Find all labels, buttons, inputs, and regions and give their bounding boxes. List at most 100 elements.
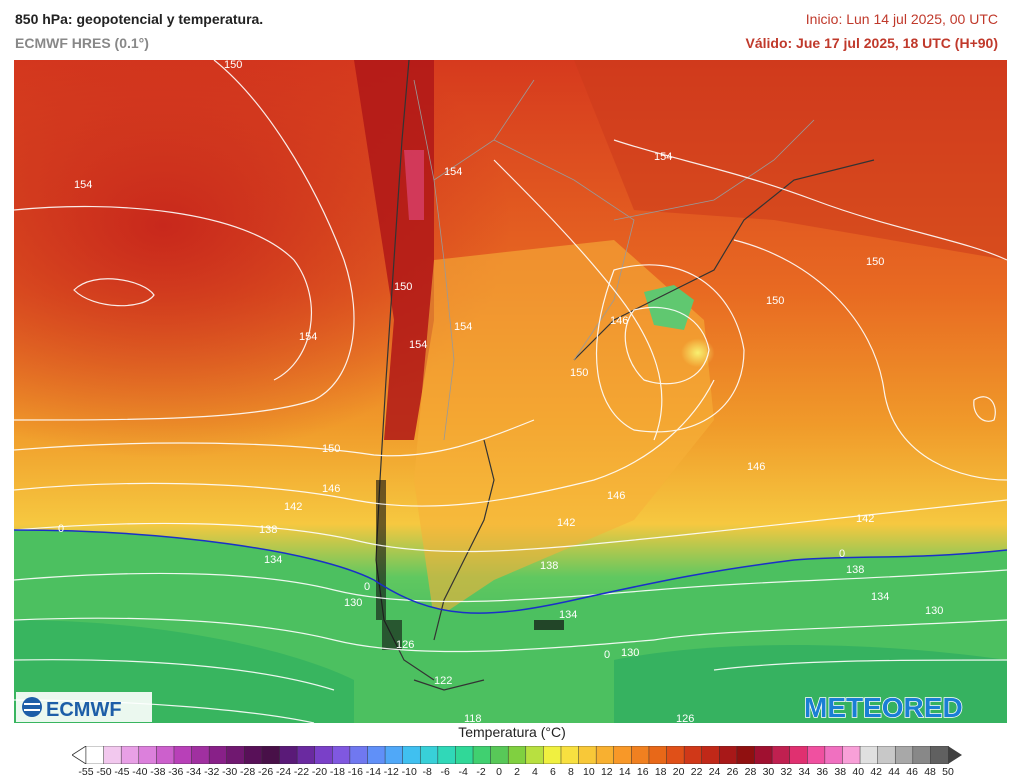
colorbar-tick-label: 44 — [888, 766, 900, 778]
colorbar-swatch — [367, 746, 386, 764]
colorbar-tick-label: 0 — [496, 766, 502, 778]
borders — [413, 79, 815, 441]
colorbar-tick-label: 8 — [567, 766, 574, 778]
colorbar-tick-label: 48 — [924, 766, 936, 778]
colorbar-swatch — [437, 746, 457, 764]
colorbar-swatch — [666, 746, 685, 764]
colorbar-swatch — [156, 746, 175, 764]
colorbar-tick-label: -8 — [422, 766, 432, 778]
colorbar-tick-label: -10 — [401, 766, 417, 778]
contour-label: 150 — [224, 60, 242, 71]
contour-label: 150 — [766, 295, 784, 307]
colorbar-swatch — [173, 746, 193, 764]
colorbar-tick-label: 24 — [708, 766, 721, 778]
contour-label: 146 — [322, 483, 340, 495]
colorbar-tick-label: -16 — [347, 766, 363, 778]
temperature-colorbar — [72, 746, 962, 764]
colorbar-swatch — [384, 746, 404, 764]
colorbar-swatch — [103, 746, 122, 764]
contour-label: 138 — [846, 564, 864, 576]
colorbar-tick-label: -20 — [311, 766, 328, 778]
colorbar-tick-label: 34 — [798, 766, 811, 778]
colorbar-tick-label: -22 — [293, 766, 310, 778]
isotherm-label: 0 — [364, 581, 370, 593]
contour-label: 130 — [344, 597, 362, 609]
colorbar-tick-label: 40 — [852, 766, 865, 778]
colorbar-tick-label: -2 — [476, 766, 486, 778]
colorbar-swatch — [595, 746, 615, 764]
ecmwf-logo: ECMWF — [16, 692, 152, 722]
colorbar-tick-label: 4 — [532, 766, 538, 778]
colorbar-tick-label: -40 — [132, 766, 148, 778]
colorbar-tick-label: 22 — [690, 766, 703, 778]
contour-label: 150 — [866, 256, 884, 268]
colorbar-tick-label: -6 — [440, 766, 450, 778]
colorbar-tick-label: 32 — [780, 766, 793, 778]
colorbar-swatch — [578, 746, 597, 764]
contour-label: 118 — [464, 713, 482, 723]
colorbar-swatch — [191, 746, 210, 764]
geopotential-contours — [14, 60, 1007, 723]
colorbar-swatch — [332, 746, 351, 764]
colorbar-tick-label: 18 — [654, 766, 667, 778]
colorbar-swatch — [85, 746, 105, 764]
colorbar-tick-label: 2 — [514, 766, 520, 778]
colorbar-swatch — [261, 746, 281, 764]
colorbar-swatch — [930, 746, 949, 764]
contour-label: 150 — [322, 443, 340, 455]
colorbar-swatch — [138, 746, 158, 764]
colorbar-swatch — [789, 746, 809, 764]
colorbar-tick-label: 50 — [942, 766, 954, 778]
contour-label: 154 — [454, 321, 472, 333]
colorbar-tick-label: 14 — [618, 766, 631, 778]
colorbar-swatch — [402, 746, 421, 764]
contour-label: 130 — [925, 605, 943, 617]
chile-archipelago — [376, 480, 564, 650]
colorbar-tick-label: 36 — [816, 766, 829, 778]
colorbar-swatch — [894, 746, 914, 764]
colorbar-tick-label: -30 — [222, 766, 238, 778]
contour-label: 150 — [394, 281, 412, 293]
colorbar-tick-label: 46 — [906, 766, 918, 778]
colorbar-swatch — [824, 746, 844, 764]
svg-text:ECMWF: ECMWF — [46, 699, 122, 721]
colorbar-tick-label: 16 — [636, 766, 649, 778]
colorbar-swatch — [419, 746, 439, 764]
colorbar-swatch — [560, 746, 580, 764]
colorbar-swatch — [736, 746, 756, 764]
contour-label: 122 — [434, 675, 452, 687]
colorbar-swatch — [244, 746, 263, 764]
contour-label: 146 — [607, 490, 625, 502]
map-title: 850 hPa: geopotencial y temperatura. — [15, 11, 264, 27]
colorbar-tick-label: -4 — [458, 766, 468, 778]
colorbar-swatch — [683, 746, 703, 764]
colorbar-swatch — [120, 746, 140, 764]
contour-label: 142 — [856, 513, 874, 525]
colorbar-swatch — [455, 746, 474, 764]
colorbar-swatch — [525, 746, 545, 764]
colorbar-tick-label: 20 — [672, 766, 685, 778]
contour-label: 154 — [444, 166, 462, 178]
contour-label: 134 — [264, 554, 282, 566]
svg-text:METEORED: METEORED — [804, 692, 963, 723]
contour-label: 146 — [747, 461, 765, 473]
colorbar-swatch — [472, 746, 492, 764]
contour-label: 134 — [871, 591, 889, 603]
colorbar-tick-label: 28 — [744, 766, 757, 778]
colorbar-tick-label: -55 — [78, 766, 94, 778]
colorbar-tick-label: 30 — [762, 766, 775, 778]
colorbar-swatch — [314, 746, 334, 764]
weather-map[interactable]: 150 154 154 150 154 154 154 154 150 150 … — [14, 60, 1007, 723]
colorbar-swatch — [877, 746, 896, 764]
colorbar-ticks: -55 -50 -45 -40 -38 -36 -34 -32 -30 -28 -26 -24 -22-… — [60, 766, 970, 782]
colorbar-tick-label: -26 — [257, 766, 274, 778]
colorbar-tick-label: 38 — [834, 766, 847, 778]
colorbar-tick-label: -38 — [150, 766, 166, 778]
contour-label: 126 — [676, 713, 694, 723]
isotherm-label: 0 — [604, 649, 610, 661]
colorbar-swatch — [490, 746, 509, 764]
contour-label: 146 — [610, 315, 628, 327]
colorbar-swatch — [754, 746, 773, 764]
colorbar-swatch — [349, 746, 369, 764]
colorbar-tick-label: -36 — [168, 766, 184, 778]
